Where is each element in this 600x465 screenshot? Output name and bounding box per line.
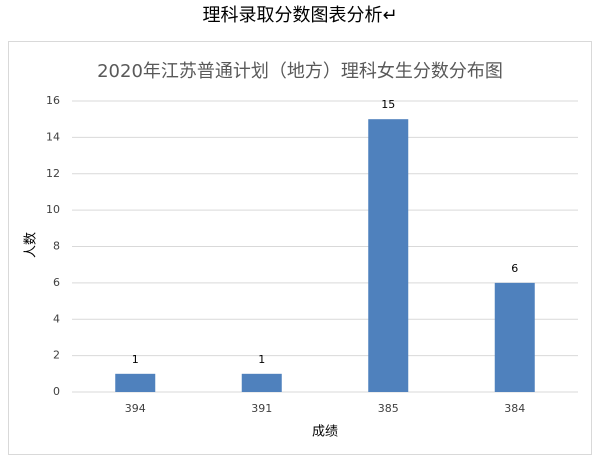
y-tick-label: 2 [53,349,60,362]
data-label: 1 [258,353,265,366]
y-tick-label: 4 [53,312,60,325]
y-tick-label: 10 [46,203,60,216]
y-tick-label: 16 [46,94,60,107]
data-label: 15 [381,98,395,111]
x-tick-label: 385 [378,402,399,415]
y-tick-label: 6 [53,276,60,289]
y-tick-label: 12 [46,167,60,180]
y-tick-label: 8 [53,240,60,253]
chart-title: 2020年江苏普通计划（地方）理科女生分数分布图 [97,61,503,82]
y-tick-label: 0 [53,385,60,398]
chart-border [8,41,592,455]
bar [494,282,535,392]
document-heading: 理科录取分数图表分析↵ [202,5,397,26]
bar [368,119,409,392]
x-tick-label: 394 [125,402,146,415]
x-axis-title: 成绩 [312,425,338,440]
y-tick-label: 14 [46,130,60,143]
data-label: 1 [132,353,139,366]
data-label: 6 [511,262,518,275]
y-axis-title: 人数 [24,232,39,258]
bar [241,373,282,392]
x-tick-label: 384 [504,402,525,415]
bar [115,373,156,392]
x-tick-label: 391 [251,402,272,415]
